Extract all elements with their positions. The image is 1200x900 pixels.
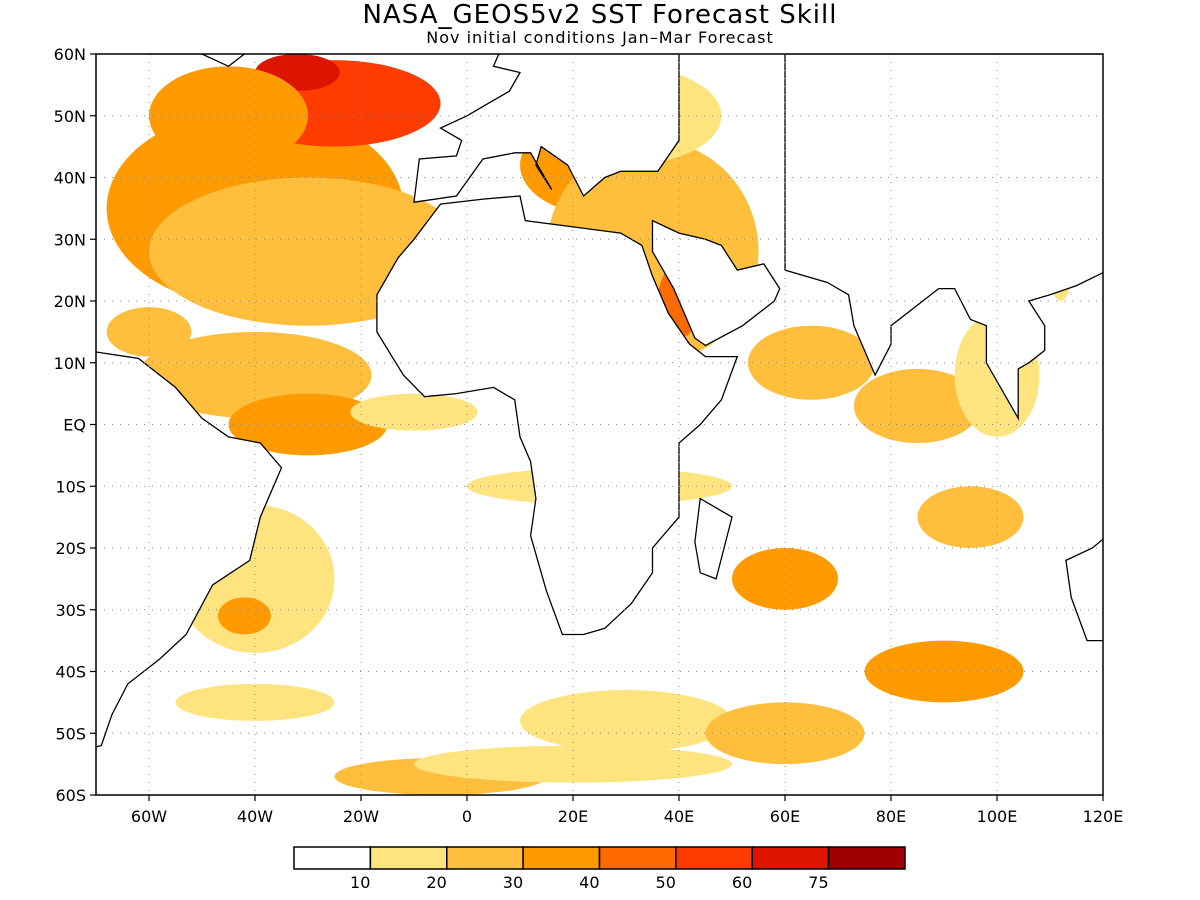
lon-tick-label: 40E: [664, 807, 694, 826]
lat-tick-label: 50N: [54, 107, 86, 126]
skill-region: [917, 486, 1024, 548]
map-subtitle: Nov initial conditions Jan–Mar Forecast: [426, 28, 774, 47]
lat-tick-label: 10N: [54, 354, 86, 373]
colorbar-swatch: [293, 846, 372, 870]
skill-region: [747, 325, 876, 400]
colorbar-label: 30: [503, 873, 523, 892]
lon-tick-label: 100E: [977, 807, 1018, 826]
lat-tick-label: 60S: [55, 786, 86, 805]
colorbar-label: 20: [426, 873, 446, 892]
colorbar-swatch: [598, 846, 677, 870]
south-america-landmass: [96, 351, 283, 748]
lat-tick-label: 20N: [54, 292, 86, 311]
lat-tick-label: 60N: [54, 45, 86, 64]
skill-region: [228, 393, 388, 456]
colorbar-swatch: [369, 846, 448, 870]
colorbar-swatch: [827, 846, 906, 870]
colorbar-label: 60: [732, 873, 752, 892]
skill-region: [853, 368, 982, 444]
lat-tick-label: 40S: [55, 663, 86, 682]
lat-tick-label: 20S: [55, 539, 86, 558]
skill-region: [106, 307, 192, 357]
lon-tick-label: 0: [462, 807, 472, 826]
map-title: NASA_GEOS5v2 SST Forecast Skill: [362, 0, 838, 30]
skill-region: [350, 393, 478, 431]
lat-tick-label: EQ: [63, 416, 86, 435]
lon-tick-label: 60E: [770, 807, 800, 826]
australia-edge: [1065, 538, 1103, 642]
lat-tick-label: 50S: [55, 724, 86, 743]
colorbar-swatch: [751, 846, 830, 870]
skill-region: [149, 66, 308, 166]
colorbar-label: 75: [808, 873, 828, 892]
lon-tick-label: 40W: [237, 807, 273, 826]
lon-tick-label: 80E: [876, 807, 906, 826]
colorbar-label: 50: [656, 873, 676, 892]
lon-tick-label: 60W: [131, 807, 167, 826]
lat-tick-label: 30N: [54, 230, 86, 249]
arabia-landmass: [651, 219, 781, 347]
lat-tick-label: 30S: [55, 601, 86, 620]
colorbar-swatch: [675, 846, 753, 870]
skill-region: [414, 745, 732, 783]
colorbar-label: 10: [350, 873, 370, 892]
colorbar-swatch: [446, 846, 524, 870]
lat-tick-label: 40N: [54, 169, 86, 188]
lat-tick-label: 10S: [55, 477, 86, 496]
skill-region: [520, 690, 732, 752]
lon-tick-label: 20W: [343, 807, 379, 826]
lon-tick-label: 20E: [558, 807, 588, 826]
madagascar-island: [694, 497, 733, 580]
africa-landmass: [376, 195, 739, 636]
colorbar-label: 40: [579, 873, 599, 892]
lon-tick-label: 120E: [1083, 807, 1124, 826]
skill-region: [217, 597, 271, 635]
skill-region: [732, 548, 838, 610]
india-landmass: [784, 54, 1103, 421]
colorbar-swatch: [522, 846, 601, 870]
greenland-coast: [147, 54, 246, 68]
europe-landmass: [413, 54, 680, 203]
